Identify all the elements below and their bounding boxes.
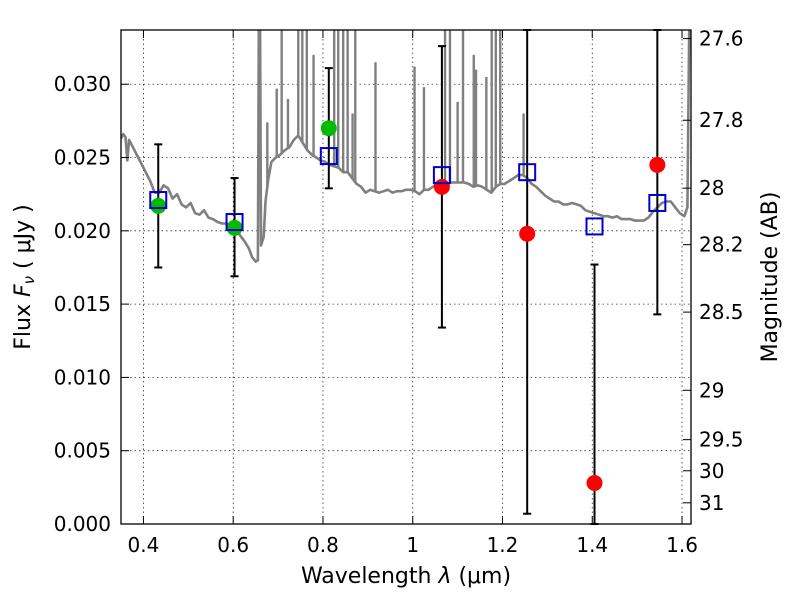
- y-axis-ticks: 0.000 0.005 0.010 0.015 0.020 0.025 0.030: [54, 72, 129, 536]
- y2-axis-ticks: 27.6 27.8 28 28.2 28.5 29 29.5 30 31: [683, 27, 744, 515]
- y-tick-label: 0.020: [54, 219, 111, 243]
- y2-tick-label: 29: [699, 378, 724, 402]
- y2-tick-label: 29.5: [699, 428, 744, 452]
- y2-tick-label: 28: [699, 176, 724, 200]
- observed-point-green: [150, 197, 167, 214]
- observed-point-green: [226, 219, 243, 236]
- plot-background: [121, 30, 691, 524]
- y-tick-label: 0.030: [54, 72, 111, 96]
- y2-tick-label: 27.8: [699, 108, 744, 132]
- y2-tick-label: 28.5: [699, 300, 744, 324]
- observed-point-red: [519, 225, 536, 242]
- y2-axis-label: Magnitude (AB): [758, 192, 783, 363]
- x-tick-label: 1: [406, 533, 419, 557]
- model-point-square: [319, 147, 338, 166]
- emission-lines: [266, 30, 525, 193]
- y-tick-label: 0.015: [54, 292, 111, 316]
- x-axis-label: Wavelength λ (μm): [301, 564, 511, 589]
- x-tick-label: 1.6: [666, 533, 698, 557]
- x-tick-label: 1.4: [576, 533, 608, 557]
- observed-points: [150, 120, 666, 491]
- model-point-square: [225, 213, 244, 232]
- y-tick-label: 0.010: [54, 365, 111, 389]
- plot-area: [121, 30, 691, 263]
- plot-frame: [120, 29, 692, 525]
- model-point-square: [648, 193, 667, 212]
- model-point-square: [432, 166, 451, 185]
- x-axis-ticks: 0.4 0.6 0.8 1 1.2 1.4 1.6: [128, 30, 698, 557]
- y2-tick-label: 28.2: [699, 233, 744, 257]
- x-tick-label: 1.2: [487, 533, 519, 557]
- y-axis-label: Flux Fν ( μJy ): [11, 204, 38, 349]
- model-point-square: [149, 191, 168, 210]
- y-tick-label: 0.005: [54, 439, 111, 463]
- y2-tick-label: 27.6: [699, 27, 744, 51]
- y2-tick-label: 31: [699, 491, 724, 515]
- grid-lines: [121, 30, 691, 525]
- x-tick-label: 0.4: [128, 533, 160, 557]
- observed-point-red: [649, 156, 666, 173]
- model-point-square: [585, 217, 604, 236]
- observed-point-red: [586, 474, 603, 491]
- x-tick-label: 0.8: [307, 533, 339, 557]
- y-tick-label: 0.025: [54, 146, 111, 170]
- observed-point-green: [320, 120, 337, 137]
- observed-point-red: [433, 178, 450, 195]
- model-spectrum-line: [121, 30, 691, 263]
- y2-tick-label: 30: [699, 459, 724, 483]
- x-tick-label: 0.6: [217, 533, 249, 557]
- model-photometry-points: [149, 147, 667, 236]
- model-point-square: [518, 163, 537, 182]
- y-tick-label: 0.000: [54, 512, 111, 536]
